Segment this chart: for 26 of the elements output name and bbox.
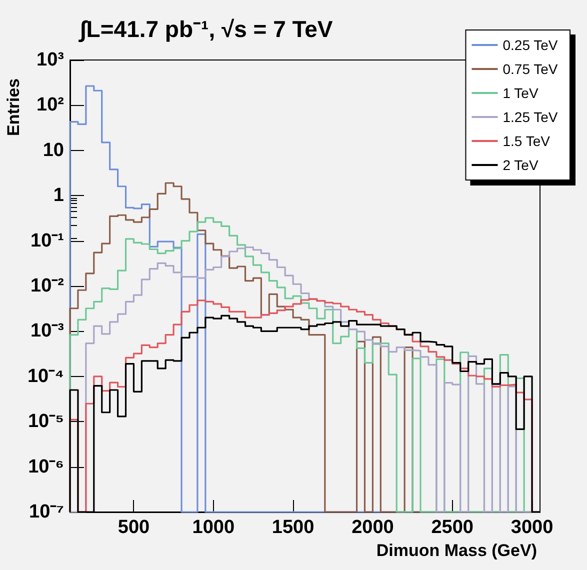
x-tick-label: 2500 [431, 517, 474, 538]
x-tick-label: 500 [118, 517, 150, 538]
y-tick-label: 10⁻⁴ [27, 366, 64, 387]
x-tick-label: 1500 [272, 517, 314, 538]
x-tick-label: 1000 [192, 517, 235, 538]
y-tick-label: 10² [36, 94, 64, 116]
y-tick-label: 10³ [36, 50, 64, 70]
legend-label: 0.75 TeV [502, 61, 558, 77]
chart-title: ∫L=41.7 pb⁻¹, √s = 7 TeV [80, 15, 333, 44]
x-tick-label: 2000 [352, 517, 394, 538]
y-tick-label: 10⁻² [30, 276, 64, 296]
legend-label: 1 TeV [502, 85, 539, 101]
legend-label: 1.5 TeV [502, 133, 551, 149]
y-tick-label: 10⁻⁶ [28, 456, 64, 478]
y-tick-label: 10⁻³ [30, 320, 64, 342]
legend-label: 2 TeV [502, 157, 539, 173]
y-tick-label: 10 [42, 140, 64, 161]
legend-label: 0.25 TeV [502, 37, 558, 53]
y-axis-title: Entries [4, 78, 24, 136]
x-axis-title: Dimuon Mass (GeV) [376, 541, 537, 561]
y-tick-label: 1 [53, 185, 64, 206]
y-tick-label: 10⁻⁵ [28, 411, 64, 432]
legend-label: 1.25 TeV [502, 109, 558, 125]
y-tick-label: 10⁻¹ [30, 230, 64, 252]
x-tick-label: 3000 [510, 517, 554, 538]
y-tick-label: 10⁻⁷ [29, 502, 64, 522]
